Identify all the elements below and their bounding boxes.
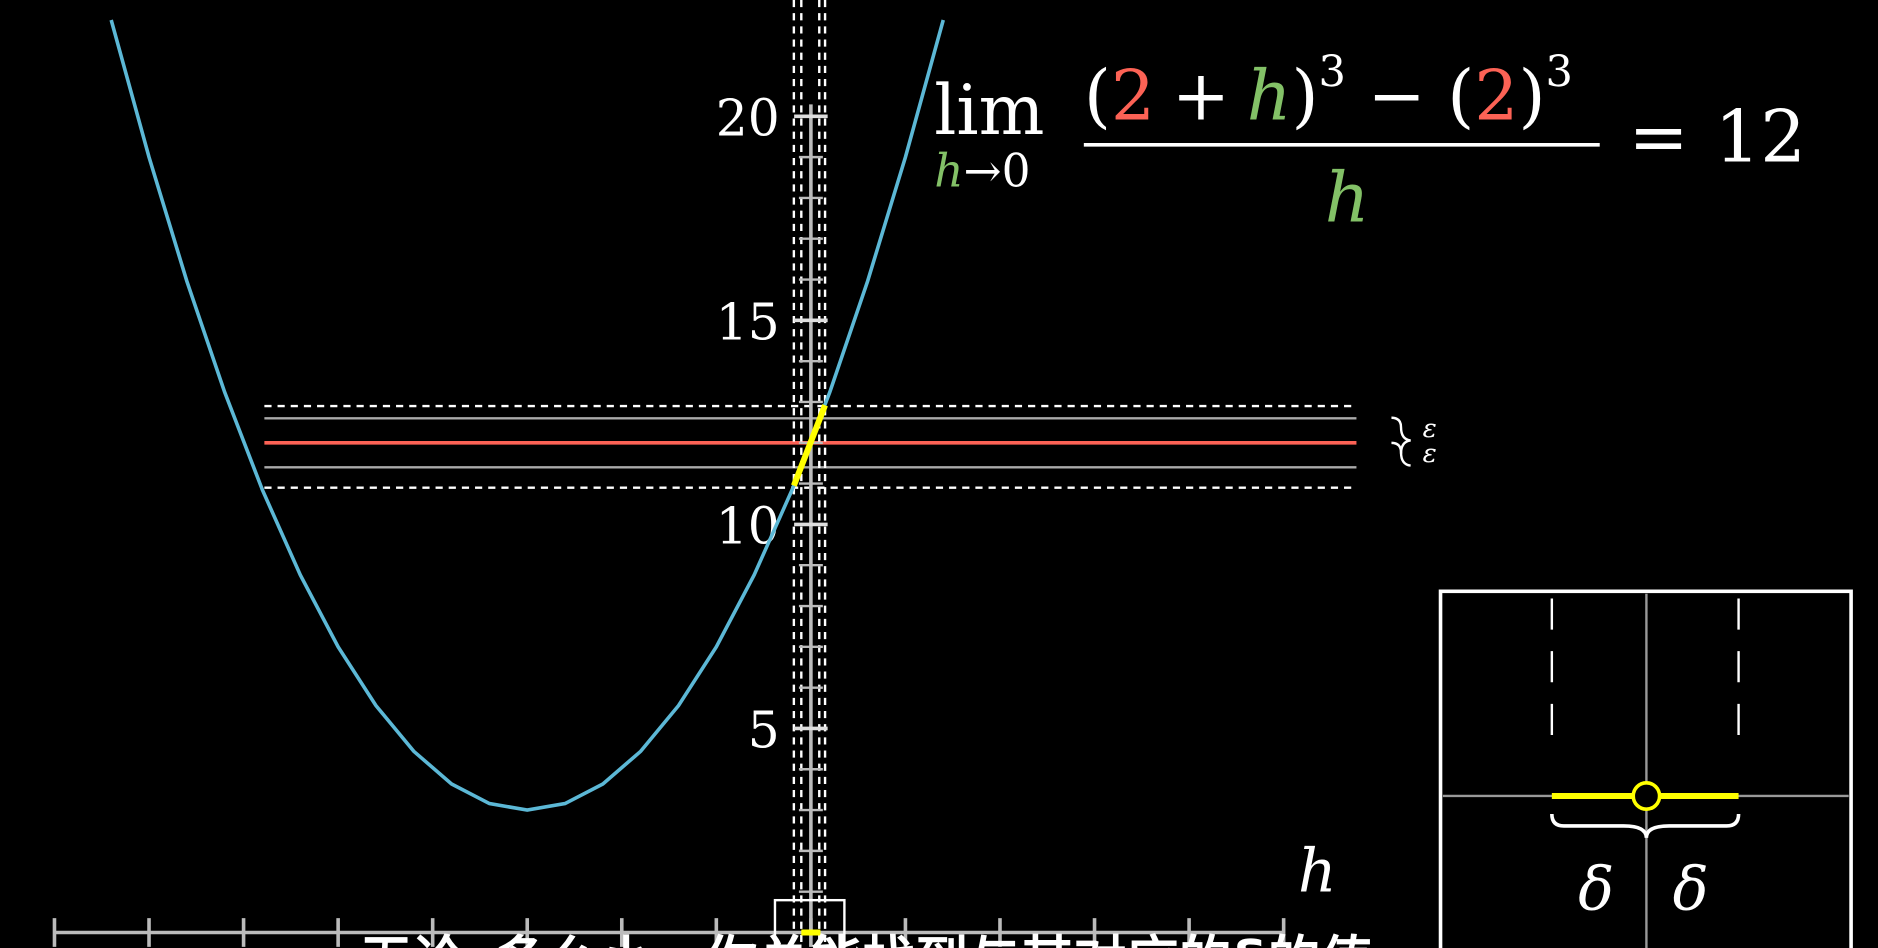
power: 3 [1546, 47, 1573, 97]
delta-label: δ [1578, 855, 1614, 925]
inset-hole [1631, 781, 1662, 811]
delta-brace [1550, 813, 1741, 839]
epsilon-braces [1391, 416, 1411, 467]
brace [1391, 441, 1411, 467]
equals: = [1628, 95, 1688, 179]
y-tick-label: 5 [748, 701, 780, 760]
delta-inset: δ δ [1438, 589, 1853, 948]
approach: →0 [964, 145, 1031, 198]
epsilon-label: ε [1423, 414, 1437, 444]
delta-label: δ [1673, 855, 1709, 925]
paren: ) [1518, 57, 1545, 137]
paren: ) [1291, 57, 1318, 137]
origin-box [773, 898, 846, 948]
y-tick-label: 20 [716, 88, 780, 147]
a: 2 [1111, 57, 1155, 137]
power: 3 [1319, 47, 1346, 97]
y-tick-label: 15 [716, 293, 780, 352]
lim: lim [934, 71, 1044, 151]
highlight-segment [791, 404, 828, 487]
var: h [934, 145, 963, 198]
x-axis-label: h [1298, 837, 1337, 907]
y-tick-label: 10 [716, 497, 780, 556]
a: 2 [1474, 57, 1518, 137]
subtitle: 无论ε多么小，你总能找到与其对应的δ的值 [360, 931, 1373, 948]
denominator: h [1325, 158, 1370, 238]
epsilon-label: ε [1423, 439, 1437, 469]
paren: ( [1084, 57, 1111, 137]
paren: ( [1447, 57, 1474, 137]
plus: + [1172, 57, 1230, 137]
minus: − [1368, 57, 1426, 137]
numerator: (2 + h)3− (2)3 [1084, 47, 1573, 137]
limit-subscript: h→0 [934, 145, 1030, 198]
result: 12 [1715, 95, 1806, 179]
var: h [1247, 57, 1292, 137]
brace [1391, 416, 1411, 454]
formula: lim h→0 (2 + h)3− (2)3 h = 12 [934, 47, 1806, 238]
